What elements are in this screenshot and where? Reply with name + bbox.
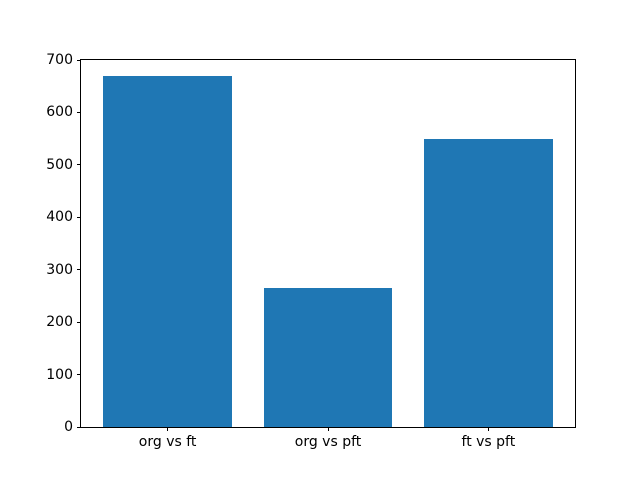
x-tick-mark [327, 427, 329, 431]
y-tick-label: 100 [46, 366, 73, 383]
y-tick-label: 600 [46, 104, 73, 121]
y-tick-mark [77, 164, 81, 166]
y-tick-label: 500 [46, 156, 73, 173]
bar-org-vs-pft [263, 288, 393, 427]
y-tick-mark [77, 374, 81, 376]
y-tick-mark [77, 321, 81, 323]
x-tick-label: ft vs pft [461, 434, 516, 450]
y-tick-label: 200 [46, 314, 73, 331]
y-tick-mark [77, 111, 81, 113]
y-tick-mark [77, 59, 81, 61]
bar-org-vs-ft [103, 75, 232, 427]
x-tick-label: org vs pft [294, 434, 362, 450]
y-tick-label: 700 [46, 52, 73, 68]
y-tick-label: 0 [64, 419, 73, 435]
y-tick-mark [77, 426, 81, 428]
x-tick-label: org vs ft [138, 434, 197, 450]
plot-area: 0 100 200 300 400 500 600 700 org vs ft org vs pf… [46, 53, 576, 449]
x-tick-mark [487, 427, 489, 431]
bar-ft-vs-pft [424, 138, 553, 427]
y-tick-mark [77, 269, 81, 271]
y-tick-mark [77, 216, 81, 218]
y-tick-label: 400 [46, 209, 73, 226]
y-tick-label: 300 [46, 261, 73, 278]
x-tick-mark [167, 427, 169, 431]
